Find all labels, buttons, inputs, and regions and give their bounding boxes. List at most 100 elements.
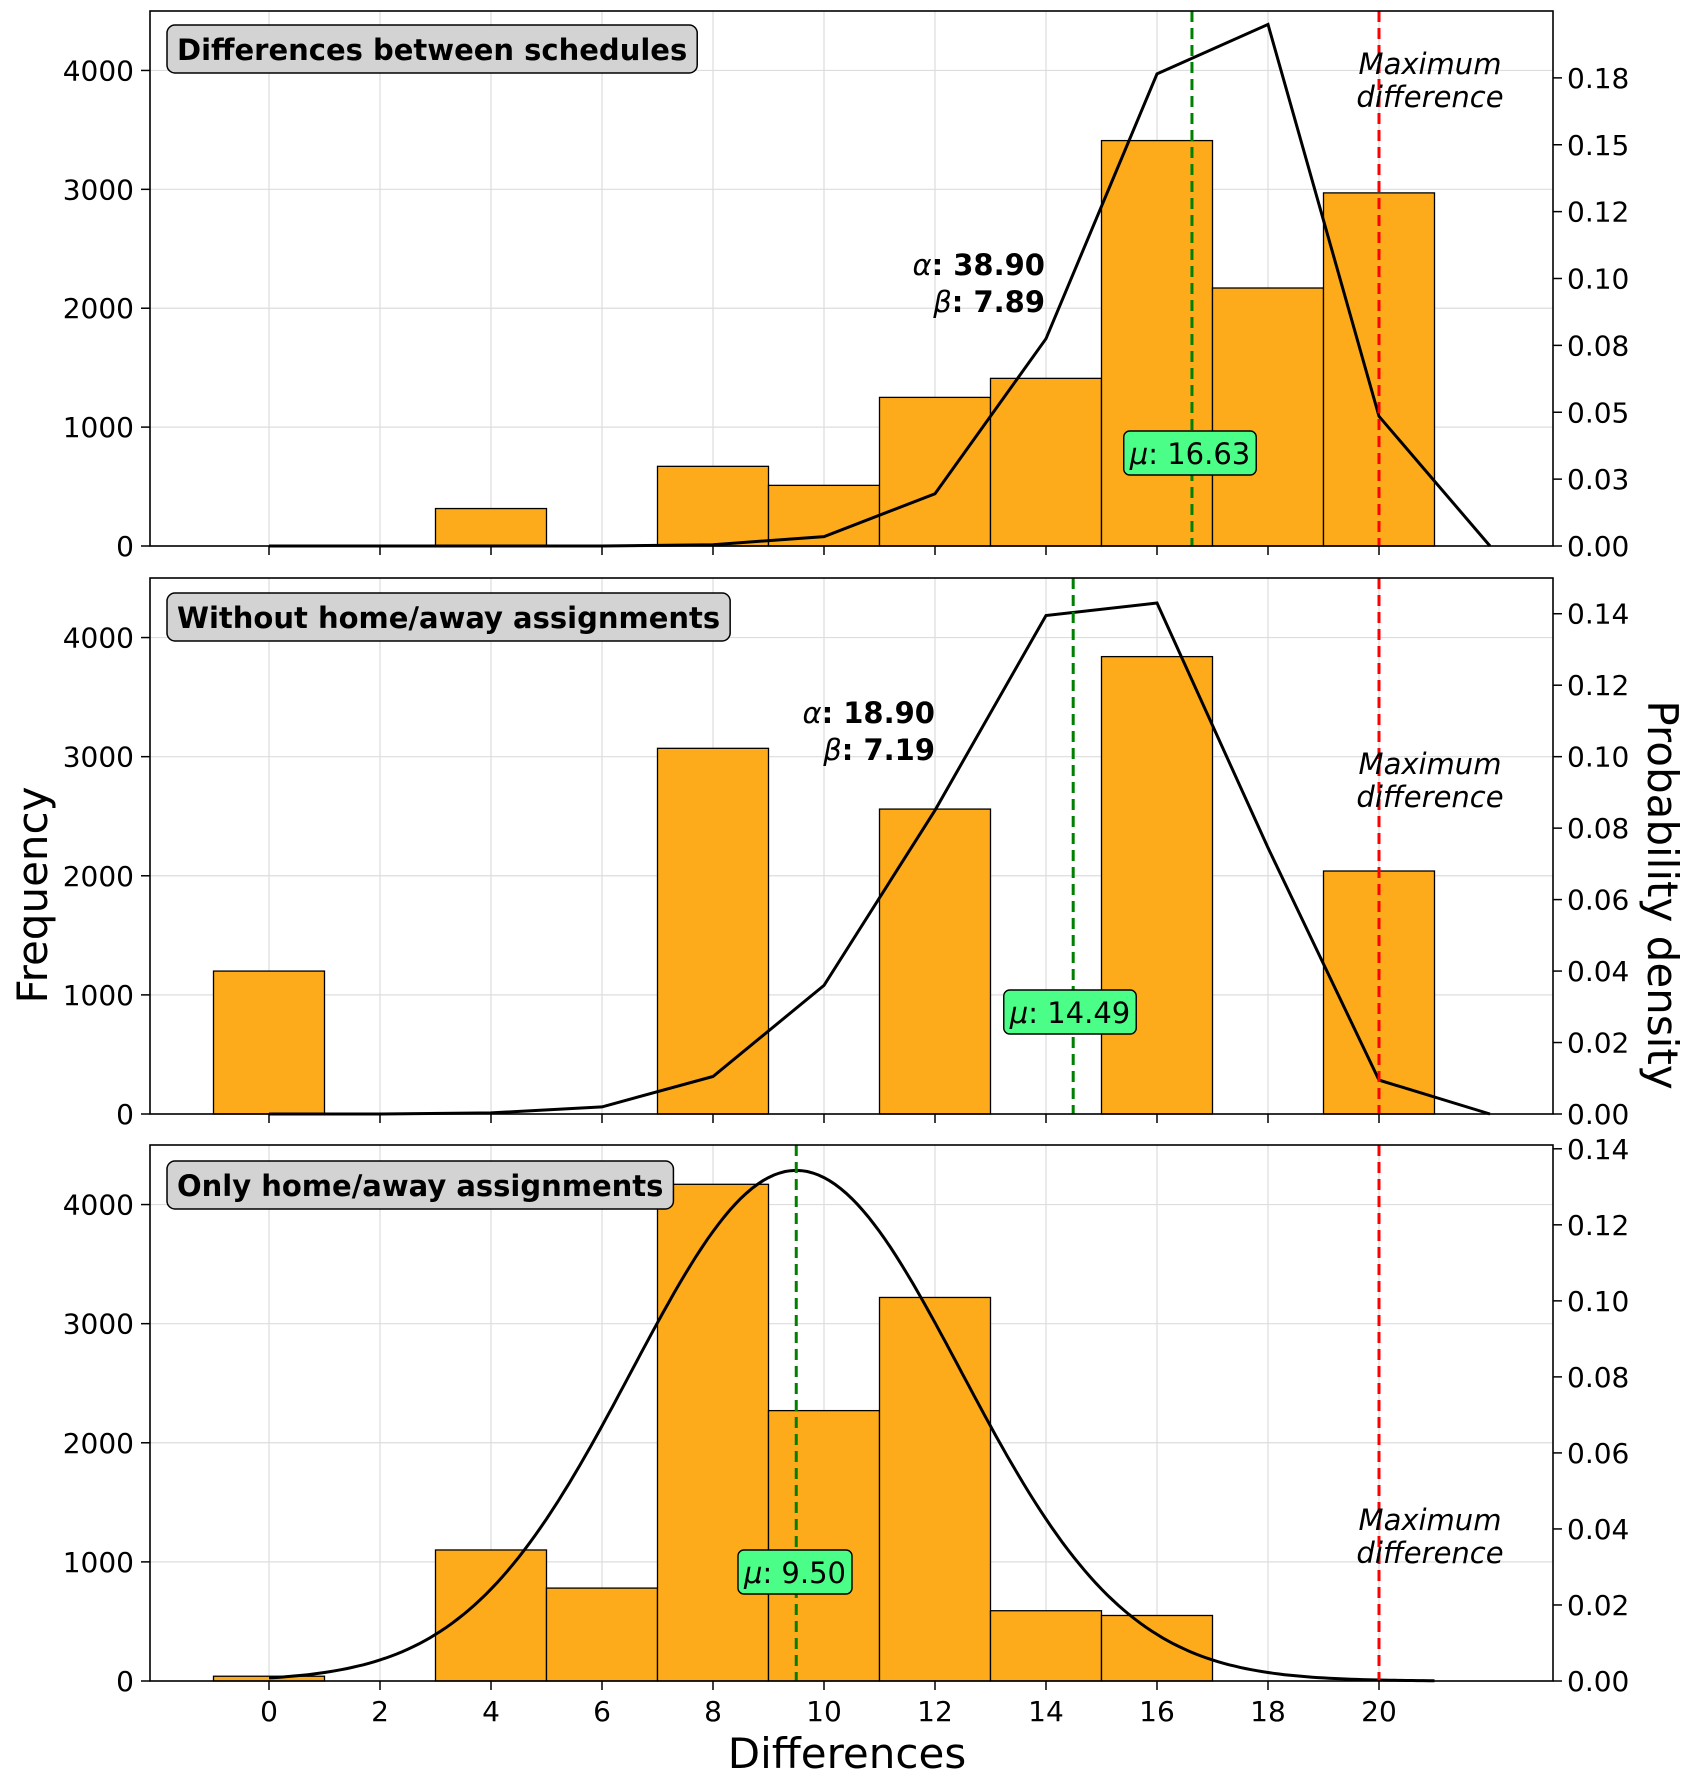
histogram-bar bbox=[989, 377, 1103, 547]
mu-symbol: μ bbox=[743, 1556, 762, 1590]
y2-tick-label: 0.02 bbox=[1567, 1589, 1629, 1622]
x-tick-label: 0 bbox=[260, 1695, 278, 1728]
histogram-bar bbox=[1100, 655, 1214, 1115]
mu-value: : 9.50 bbox=[762, 1556, 846, 1590]
y-tick-label: 0 bbox=[116, 1665, 134, 1698]
plot-frame bbox=[149, 577, 1554, 1115]
x-tick-label: 16 bbox=[1139, 1695, 1175, 1728]
x-tick-label: 4 bbox=[482, 1695, 500, 1728]
x-tick-label: 14 bbox=[1028, 1695, 1064, 1728]
histogram-bar bbox=[878, 808, 992, 1115]
y2-tick-label: 0.00 bbox=[1567, 1098, 1629, 1131]
y-tick-label: 4000 bbox=[63, 54, 134, 87]
panel-title: Differences between schedules bbox=[177, 33, 687, 67]
mu-value: : 16.63 bbox=[1148, 437, 1250, 471]
y2-tick-label: 0.12 bbox=[1567, 669, 1629, 702]
histogram-bar bbox=[878, 396, 992, 547]
panel-title-box bbox=[166, 24, 698, 74]
max-difference-label: difference bbox=[1356, 780, 1503, 814]
y2-tick-label: 0.03 bbox=[1567, 463, 1629, 496]
histogram-bar bbox=[878, 1296, 992, 1682]
y2-tick-label: 0.06 bbox=[1567, 1437, 1629, 1470]
y-tick-label: 0 bbox=[116, 1098, 134, 1131]
y-tick-label: 4000 bbox=[63, 1189, 134, 1222]
panel-title: Without home/away assignments bbox=[177, 601, 720, 635]
y-tick-label: 1000 bbox=[63, 979, 134, 1012]
x-tick-label: 20 bbox=[1361, 1695, 1397, 1728]
mean-annotation: μ: 14.49 bbox=[1009, 996, 1130, 1030]
panel-2: 0 1000 2000 3000 4000 0.00 0.02 0.04 0.06 0.08 0.1… bbox=[63, 577, 1629, 1131]
histogram-bar bbox=[545, 1587, 659, 1682]
mu-symbol: μ bbox=[1129, 437, 1148, 471]
panel-title: Only home/away assignments bbox=[177, 1169, 663, 1203]
y2-tick-label: 0.12 bbox=[1567, 196, 1629, 229]
y2-tick-label: 0.10 bbox=[1567, 1285, 1629, 1318]
y2-tick-label: 0.00 bbox=[1567, 1665, 1629, 1698]
y-tick-label: 2000 bbox=[63, 292, 134, 325]
beta-symbol: β bbox=[932, 285, 952, 319]
y-axis-left-label: Frequency bbox=[8, 787, 57, 1004]
alpha-value: : 38.90 bbox=[932, 248, 1045, 282]
y-tick-label: 1000 bbox=[63, 411, 134, 444]
alpha-annotation: α: 38.90 bbox=[912, 248, 1045, 282]
x-tick-label: 2 bbox=[371, 1695, 389, 1728]
beta-annotation: β: 7.89 bbox=[932, 285, 1045, 319]
histogram-bar bbox=[1211, 287, 1325, 547]
x-tick-label: 8 bbox=[704, 1695, 722, 1728]
histogram-bar bbox=[434, 507, 548, 547]
alpha-symbol: α bbox=[802, 696, 821, 730]
beta-symbol: β bbox=[822, 733, 842, 767]
histogram-bar bbox=[434, 1549, 548, 1682]
mean-annotation-box bbox=[1003, 989, 1137, 1035]
max-difference-label: Maximum bbox=[1359, 747, 1502, 781]
density-curve bbox=[268, 1168, 1435, 1683]
panel-3: 0 1000 2000 3000 4000 0.00 0.02 0.04 0.06 0.08 0.1… bbox=[63, 1133, 1630, 1728]
panel-title-box bbox=[166, 1160, 675, 1210]
max-difference-label: Maximum bbox=[1359, 47, 1502, 81]
histogram-bar bbox=[1100, 139, 1214, 547]
mean-annotation: μ: 9.50 bbox=[743, 1556, 846, 1590]
beta-annotation: β: 7.19 bbox=[822, 733, 935, 767]
y2-tick-label: 0.15 bbox=[1567, 129, 1629, 162]
alpha-symbol: α bbox=[912, 248, 931, 282]
y-tick-label: 4000 bbox=[63, 622, 134, 655]
panel-1: 0 1000 2000 3000 4000 0.00 0.03 0.05 0.08 0.10 0.1… bbox=[63, 10, 1629, 563]
mu-symbol: μ bbox=[1009, 996, 1028, 1030]
y2-tick-label: 0.14 bbox=[1567, 598, 1629, 631]
y2-tick-label: 0.02 bbox=[1567, 1027, 1629, 1060]
mean-annotation-box bbox=[737, 1549, 853, 1595]
histogram-bar bbox=[656, 465, 770, 547]
histogram-bar bbox=[989, 1610, 1103, 1682]
panel-title-box bbox=[166, 592, 731, 642]
y2-tick-label: 0.04 bbox=[1567, 955, 1629, 988]
y2-tick-label: 0.00 bbox=[1567, 530, 1629, 563]
alpha-value: : 18.90 bbox=[822, 696, 935, 730]
y2-tick-label: 0.14 bbox=[1567, 1133, 1629, 1166]
histogram-bar bbox=[656, 747, 770, 1115]
y2-tick-label: 0.10 bbox=[1567, 741, 1629, 774]
x-tick-label: 12 bbox=[917, 1695, 953, 1728]
y-tick-label: 2000 bbox=[63, 860, 134, 893]
histogram-bar bbox=[1100, 1614, 1214, 1682]
x-tick-label: 10 bbox=[806, 1695, 842, 1728]
plot-frame bbox=[149, 1144, 1554, 1682]
y2-tick-label: 0.05 bbox=[1567, 396, 1629, 429]
y2-tick-label: 0.08 bbox=[1567, 812, 1629, 845]
histogram-bar bbox=[767, 1409, 881, 1682]
y2-tick-label: 0.06 bbox=[1567, 884, 1629, 917]
beta-value: : 7.19 bbox=[842, 733, 935, 767]
y2-tick-label: 0.04 bbox=[1567, 1513, 1629, 1546]
x-tick-label: 18 bbox=[1250, 1695, 1286, 1728]
alpha-annotation: α: 18.90 bbox=[802, 696, 935, 730]
y2-tick-label: 0.10 bbox=[1567, 263, 1629, 296]
max-difference-label: difference bbox=[1356, 1536, 1503, 1570]
density-curve bbox=[269, 601, 1491, 1116]
y2-tick-label: 0.12 bbox=[1567, 1209, 1629, 1242]
y-tick-label: 3000 bbox=[63, 173, 134, 206]
y2-tick-label: 0.08 bbox=[1567, 1361, 1629, 1394]
mu-value: : 14.49 bbox=[1028, 996, 1130, 1030]
max-difference-label: difference bbox=[1356, 80, 1503, 114]
mean-annotation: μ: 16.63 bbox=[1129, 437, 1250, 471]
histogram-bar bbox=[656, 1183, 770, 1682]
